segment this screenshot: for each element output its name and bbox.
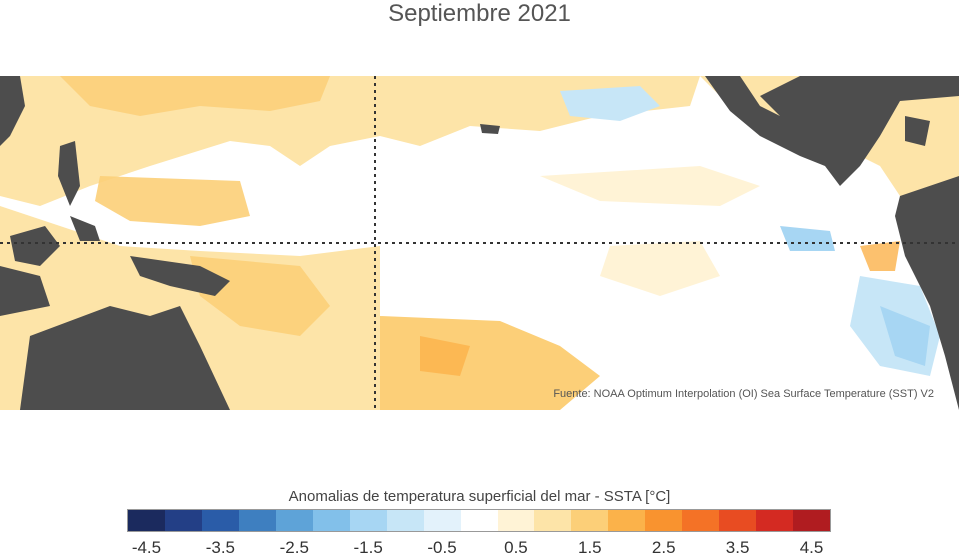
map-title: Septiembre 2021: [388, 0, 571, 27]
colorbar-swatch: [793, 510, 831, 531]
ssta-map: [0, 76, 959, 410]
colorbar-swatch: [312, 510, 350, 531]
colorbar-swatch: [238, 510, 276, 531]
colorbar-swatch: [164, 510, 202, 531]
cool-anomaly-layer: [560, 86, 940, 376]
colorbar-swatch: [645, 510, 683, 531]
colorbar-title: Anomalias de temperatura superficial del…: [288, 488, 671, 505]
colorbar-swatch: [423, 510, 461, 531]
colorbar-swatch: [571, 510, 609, 531]
colorbar-swatch: [349, 510, 387, 531]
landmass-layer: [0, 76, 959, 410]
colorbar-tick-label: -4.5: [131, 538, 162, 557]
colorbar-ticks: -4.5 -3.5 -2.5 -1.5 -0.5 0.5 1.5 2.5 3.5 4.5: [0, 538, 959, 558]
colorbar-tick-label: 3.5: [725, 538, 750, 557]
colorbar-swatch: [460, 510, 498, 531]
colorbar-tick-label: 0.5: [504, 538, 528, 557]
colorbar-swatch: [608, 510, 646, 531]
colorbar-tick-label: -1.5: [353, 538, 383, 557]
colorbar-tick-label: 4.5: [799, 538, 824, 557]
colorbar-swatch: [128, 510, 165, 531]
colorbar-swatch: [497, 510, 535, 531]
colorbar-swatch: [682, 510, 720, 531]
source-note: Fuente: NOAA Optimum Interpolation (OI) …: [553, 388, 934, 400]
colorbar-swatch: [534, 510, 572, 531]
colorbar-swatch: [719, 510, 757, 531]
colorbar-tick-label: -3.5: [205, 538, 236, 557]
colorbar-tick-label: -0.5: [427, 538, 457, 557]
colorbar-tick-label: 2.5: [651, 538, 676, 557]
colorbar-tick-label: -2.5: [279, 538, 309, 557]
colorbar-swatch: [275, 510, 313, 531]
colorbar-tick-label: 1.5: [578, 538, 602, 557]
colorbar-swatch: [386, 510, 424, 531]
colorbar-swatch: [756, 510, 794, 531]
colorbar: [127, 509, 831, 532]
colorbar-swatch: [201, 510, 239, 531]
